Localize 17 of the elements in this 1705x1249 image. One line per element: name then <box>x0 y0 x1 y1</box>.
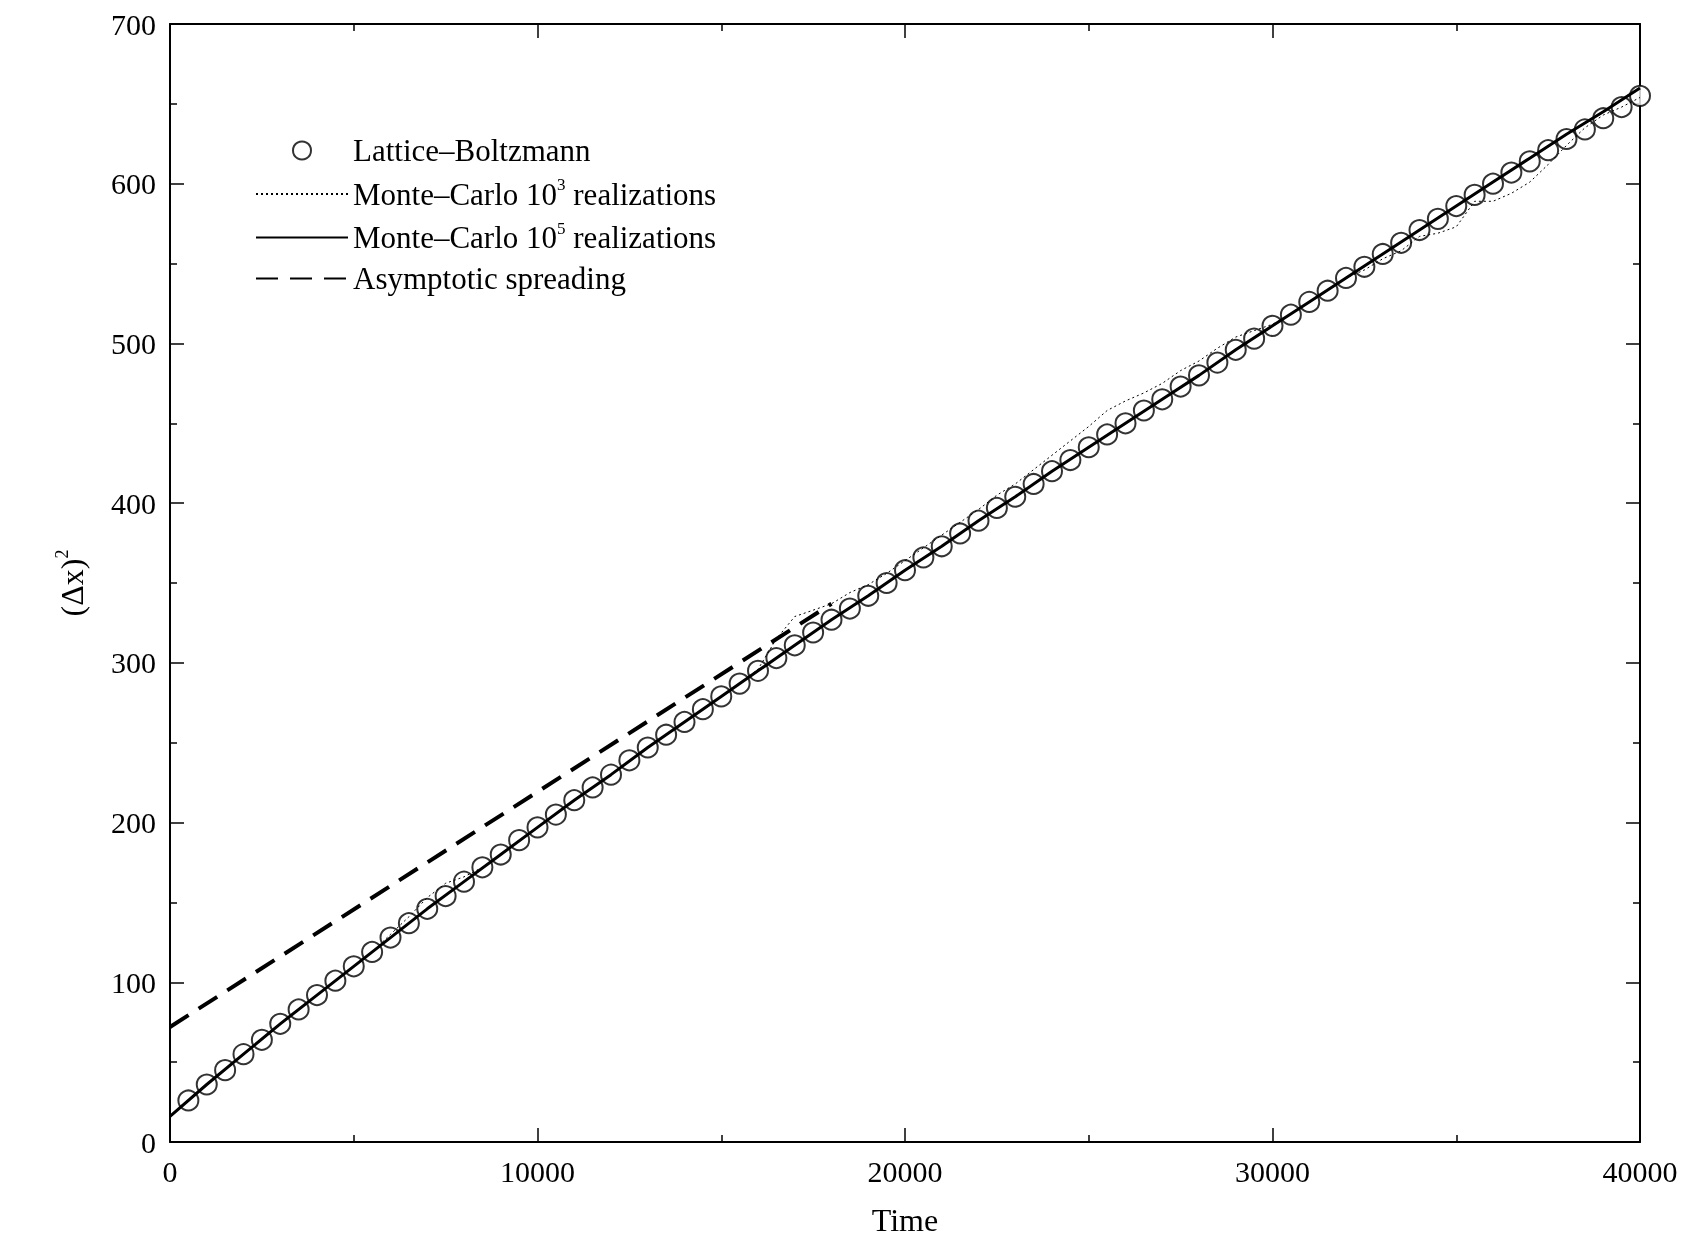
x-tick-label: 20000 <box>867 1154 943 1188</box>
y-tick-label: 100 <box>111 965 156 999</box>
y-tick-label: 0 <box>141 1125 156 1159</box>
x-tick-label: 0 <box>162 1154 178 1188</box>
legend-label: Lattice–Boltzmann <box>353 133 592 168</box>
y-tick-label: 300 <box>111 646 156 680</box>
y-tick-label: 400 <box>111 486 156 520</box>
y-tick-label: 600 <box>111 167 156 201</box>
x-tick-label: 40000 <box>1602 1154 1678 1188</box>
x-tick-label: 10000 <box>500 1154 575 1188</box>
y-tick-label: 200 <box>111 806 156 840</box>
x-tick-label: 30000 <box>1235 1154 1310 1188</box>
y-tick-label: 700 <box>111 7 156 41</box>
x-axis-title: Time <box>871 1202 939 1238</box>
y-tick-label: 500 <box>111 326 156 360</box>
y-axis-title: (Δx)2 <box>52 549 90 617</box>
legend-label: Asymptotic spreading <box>353 261 626 296</box>
